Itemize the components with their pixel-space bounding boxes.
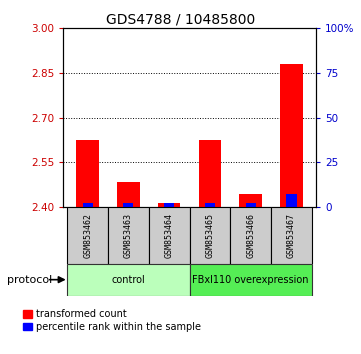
Bar [77,140,99,207]
Bar [271,207,312,264]
Bar [83,202,93,207]
Bar [149,207,190,264]
Bar [190,207,230,264]
Bar [239,194,262,207]
Bar [158,202,180,207]
Bar [199,140,221,207]
Bar [164,202,174,207]
Bar [67,264,190,296]
Text: GSM853463: GSM853463 [124,213,133,258]
Text: GSM853464: GSM853464 [165,213,174,258]
Text: control: control [112,275,145,285]
Text: GDS4788 / 10485800: GDS4788 / 10485800 [106,12,255,27]
Bar [117,182,140,207]
Legend: transformed count, percentile rank within the sample: transformed count, percentile rank withi… [23,309,201,332]
Text: FBxl110 overexpression: FBxl110 overexpression [192,275,309,285]
Bar [286,194,296,207]
Text: GSM853466: GSM853466 [246,213,255,258]
Bar [230,207,271,264]
Text: GSM853465: GSM853465 [205,213,214,258]
Bar [245,202,256,207]
Text: GSM853467: GSM853467 [287,213,296,258]
Bar [123,202,134,207]
Bar [108,207,149,264]
Text: GSM853462: GSM853462 [83,213,92,258]
Bar [205,202,215,207]
Text: protocol: protocol [7,275,52,285]
Bar [280,64,303,207]
Bar [67,207,108,264]
Bar [190,264,312,296]
